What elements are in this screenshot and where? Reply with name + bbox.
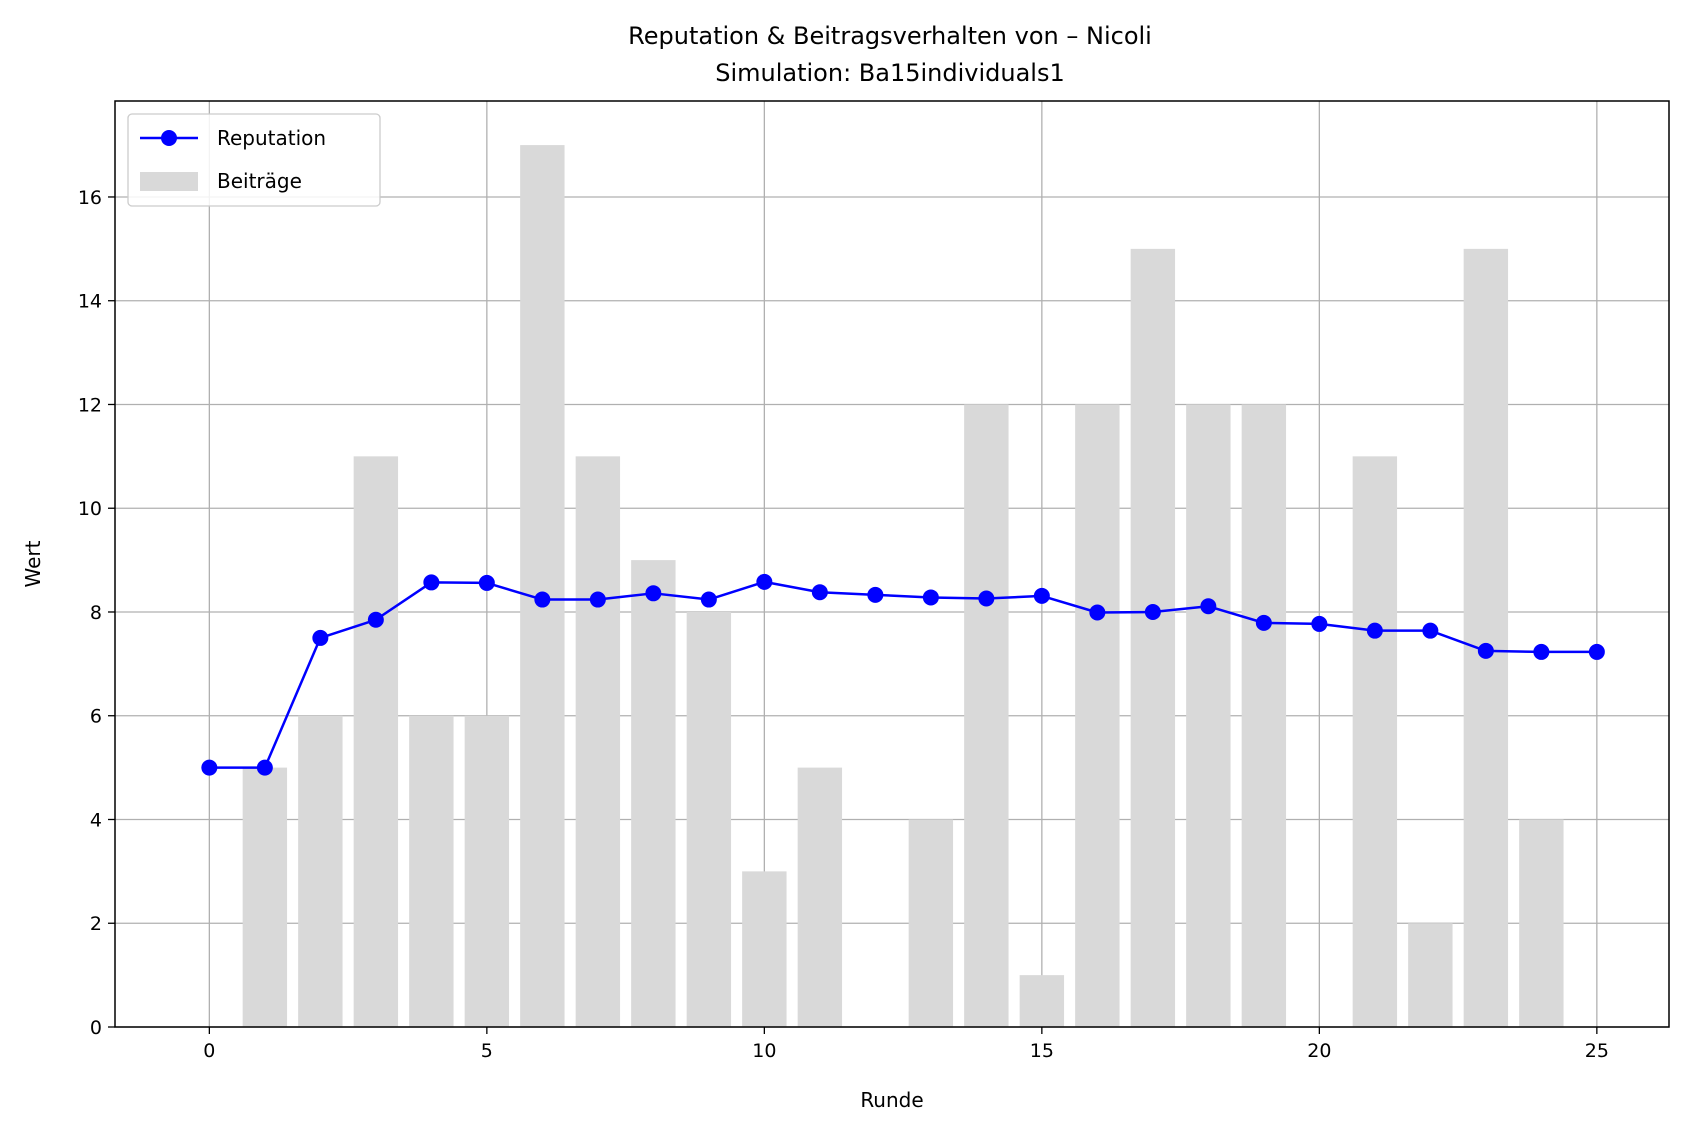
reputation-point	[645, 585, 662, 602]
reputation-point	[1422, 622, 1439, 639]
reputation-point	[367, 611, 384, 628]
x-tick-label: 20	[1307, 1040, 1331, 1062]
reputation-point	[589, 591, 606, 608]
x-tick-label: 25	[1585, 1040, 1609, 1062]
x-tick-label: 15	[1030, 1040, 1054, 1062]
y-tick-label: 16	[78, 187, 102, 209]
bar	[797, 767, 843, 1027]
reputation-point	[756, 573, 773, 590]
bar	[1019, 975, 1065, 1027]
ticks: 0 5 10 15 20 25 0 2 4 6 8 10 12 14 16	[78, 187, 1609, 1062]
reputation-point	[1311, 615, 1328, 632]
bar	[409, 715, 454, 1027]
bar	[520, 145, 565, 1028]
bar	[1519, 819, 1564, 1027]
reputation-point	[1089, 604, 1106, 621]
reputation-point	[922, 589, 939, 606]
legend-bar-swatch	[140, 172, 198, 191]
x-tick-label: 10	[752, 1040, 776, 1062]
y-tick-label: 4	[90, 809, 102, 831]
bar	[464, 715, 510, 1027]
legend-marker-swatch	[161, 130, 177, 146]
legend-label-beitraege: Beiträge	[217, 169, 302, 193]
reputation-point	[700, 591, 717, 608]
reputation-point	[811, 584, 828, 601]
bar	[742, 871, 787, 1027]
bar	[908, 819, 954, 1027]
reputation-point	[1477, 642, 1494, 659]
y-tick-label: 12	[78, 394, 102, 416]
chart-subtitle: Simulation: Ba15individuals1	[715, 59, 1065, 87]
reputation-point	[1033, 587, 1050, 604]
chart-title: Reputation & Beitragsverhalten von – Nic…	[628, 22, 1152, 50]
bar	[631, 560, 676, 1027]
bar	[242, 767, 288, 1027]
x-tick-label: 0	[203, 1040, 215, 1062]
bar	[353, 456, 399, 1028]
y-tick-label: 0	[90, 1017, 102, 1039]
reputation-point	[478, 574, 495, 591]
bar	[1075, 404, 1120, 1027]
y-tick-label: 14	[78, 291, 102, 313]
line-series	[201, 573, 1605, 776]
bar-series	[242, 145, 1564, 1028]
bar	[575, 456, 621, 1028]
reputation-point	[534, 591, 551, 608]
y-tick-label: 2	[90, 913, 102, 935]
x-tick-label: 5	[481, 1040, 493, 1062]
bar	[686, 611, 732, 1027]
bar	[1352, 456, 1398, 1028]
bar	[1463, 248, 1509, 1027]
reputation-point	[1144, 603, 1161, 620]
plot-frame	[114, 100, 1670, 1028]
reputation-point	[201, 759, 218, 776]
reputation-point	[312, 629, 329, 646]
bar	[1241, 404, 1287, 1027]
y-tick-label: 6	[90, 706, 102, 728]
reputation-point	[1366, 622, 1383, 639]
reputation-point	[423, 574, 440, 591]
legend-label-reputation: Reputation	[217, 126, 326, 150]
reputation-point	[867, 586, 884, 603]
reputation-line	[209, 580, 1597, 769]
reputation-point	[1200, 598, 1217, 615]
bar	[1186, 404, 1231, 1027]
bar	[964, 404, 1009, 1027]
legend: Reputation Beiträge	[127, 113, 381, 207]
reputation-point	[256, 759, 273, 776]
bar	[1408, 923, 1453, 1027]
reputation-point	[1533, 643, 1550, 660]
reputation-point	[1588, 643, 1605, 660]
bar	[298, 715, 343, 1027]
y-tick-label: 10	[78, 498, 102, 520]
y-axis-label: Wert	[21, 540, 45, 587]
y-tick-label: 8	[90, 602, 102, 624]
reputation-point	[978, 590, 995, 607]
reputation-point	[1255, 614, 1272, 631]
bar	[1130, 248, 1176, 1027]
x-axis-label: Runde	[860, 1088, 923, 1112]
